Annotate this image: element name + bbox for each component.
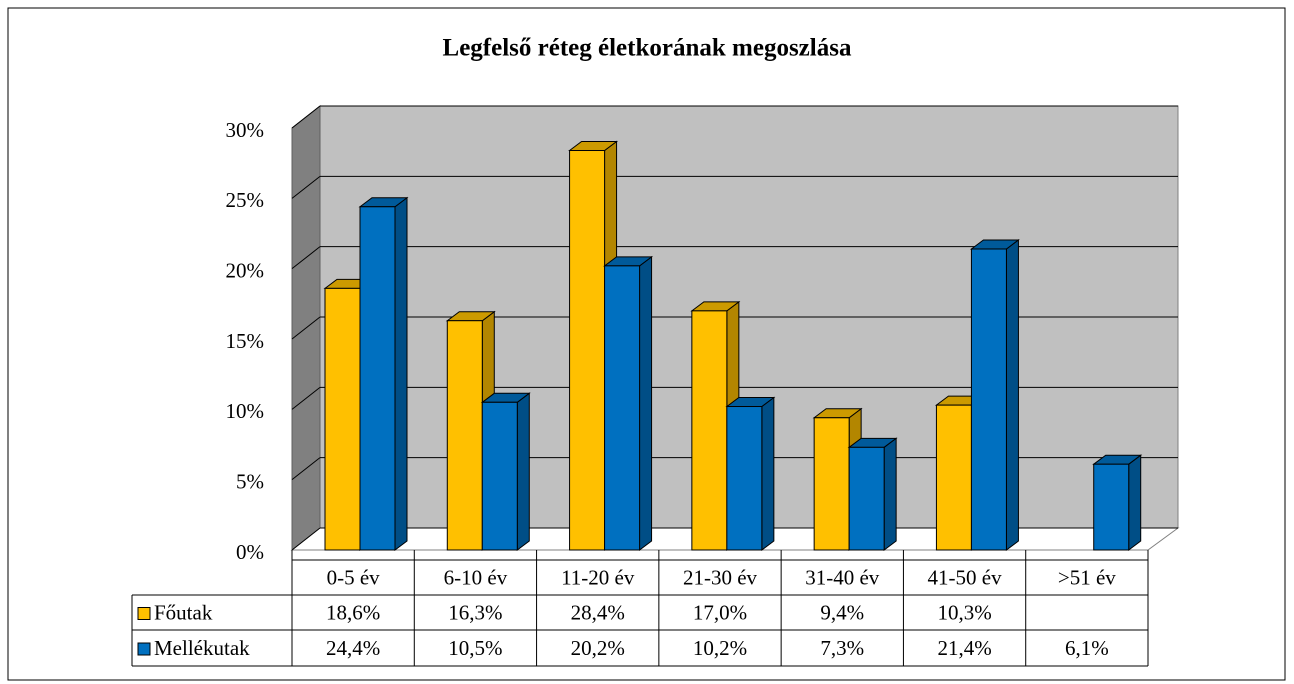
table-value: 10,2% bbox=[693, 636, 747, 660]
bar-side bbox=[1005, 238, 1019, 551]
table-value: 16,3% bbox=[448, 600, 502, 624]
grid-line-side bbox=[291, 457, 321, 481]
x-tick-label: 0-5 év bbox=[327, 565, 381, 589]
bar bbox=[691, 310, 728, 551]
y-tick-label: 10% bbox=[226, 399, 265, 423]
table-value: 10,5% bbox=[448, 636, 502, 660]
bar bbox=[569, 150, 606, 551]
table-value: 20,2% bbox=[571, 636, 625, 660]
grid-line-side bbox=[291, 386, 321, 410]
bar bbox=[324, 287, 361, 551]
bar bbox=[604, 265, 641, 551]
table-value: 17,0% bbox=[693, 600, 747, 624]
table-value: 9,4% bbox=[820, 600, 864, 624]
grid-line-side bbox=[291, 105, 321, 129]
x-tick-label: >51 év bbox=[1058, 565, 1116, 589]
bar-side bbox=[761, 396, 775, 551]
y-tick-label: 20% bbox=[226, 258, 265, 282]
bar bbox=[481, 401, 518, 551]
x-tick-label: 11-20 év bbox=[561, 565, 635, 589]
x-tick-label: 31-40 év bbox=[805, 565, 880, 589]
bar bbox=[446, 320, 483, 551]
grid-line-side bbox=[291, 316, 321, 340]
y-tick-label: 25% bbox=[226, 188, 265, 212]
grid-line-side bbox=[291, 175, 321, 199]
bar bbox=[1093, 463, 1130, 551]
bar-side bbox=[1128, 454, 1142, 551]
y-tick-label: 30% bbox=[226, 118, 265, 142]
bar-side bbox=[883, 437, 897, 551]
grid-line-side bbox=[291, 527, 321, 551]
legend-swatch bbox=[137, 642, 151, 656]
table-value: 24,4% bbox=[326, 636, 380, 660]
bar bbox=[935, 404, 972, 551]
grid-line-side bbox=[291, 246, 321, 270]
bar bbox=[726, 406, 763, 551]
table-value: 10,3% bbox=[937, 600, 991, 624]
table-value: 18,6% bbox=[326, 600, 380, 624]
bar bbox=[813, 417, 850, 551]
bar-side bbox=[516, 392, 530, 551]
bar-side bbox=[394, 196, 408, 551]
legend-swatch bbox=[137, 607, 151, 620]
table-value: 6,1% bbox=[1065, 636, 1109, 660]
y-tick-label: 0% bbox=[236, 540, 264, 564]
x-tick-label: 21-30 év bbox=[683, 565, 758, 589]
chart-title: Legfelső réteg életkorának megoszlása bbox=[443, 35, 852, 62]
table-value: 7,3% bbox=[820, 636, 864, 660]
table-value: 28,4% bbox=[571, 600, 625, 624]
y-tick-label: 5% bbox=[236, 469, 264, 493]
x-tick-label: 6-10 év bbox=[444, 565, 508, 589]
table-value: 21,4% bbox=[937, 636, 991, 660]
bar-side bbox=[639, 255, 653, 551]
x-tick-label: 41-50 év bbox=[928, 565, 1003, 589]
bar bbox=[970, 248, 1007, 551]
bar bbox=[848, 446, 885, 551]
y-tick-label: 15% bbox=[226, 329, 265, 353]
legend-label: Mellékutak bbox=[154, 636, 250, 660]
bar bbox=[359, 206, 396, 551]
legend-label: Főutak bbox=[154, 600, 213, 624]
